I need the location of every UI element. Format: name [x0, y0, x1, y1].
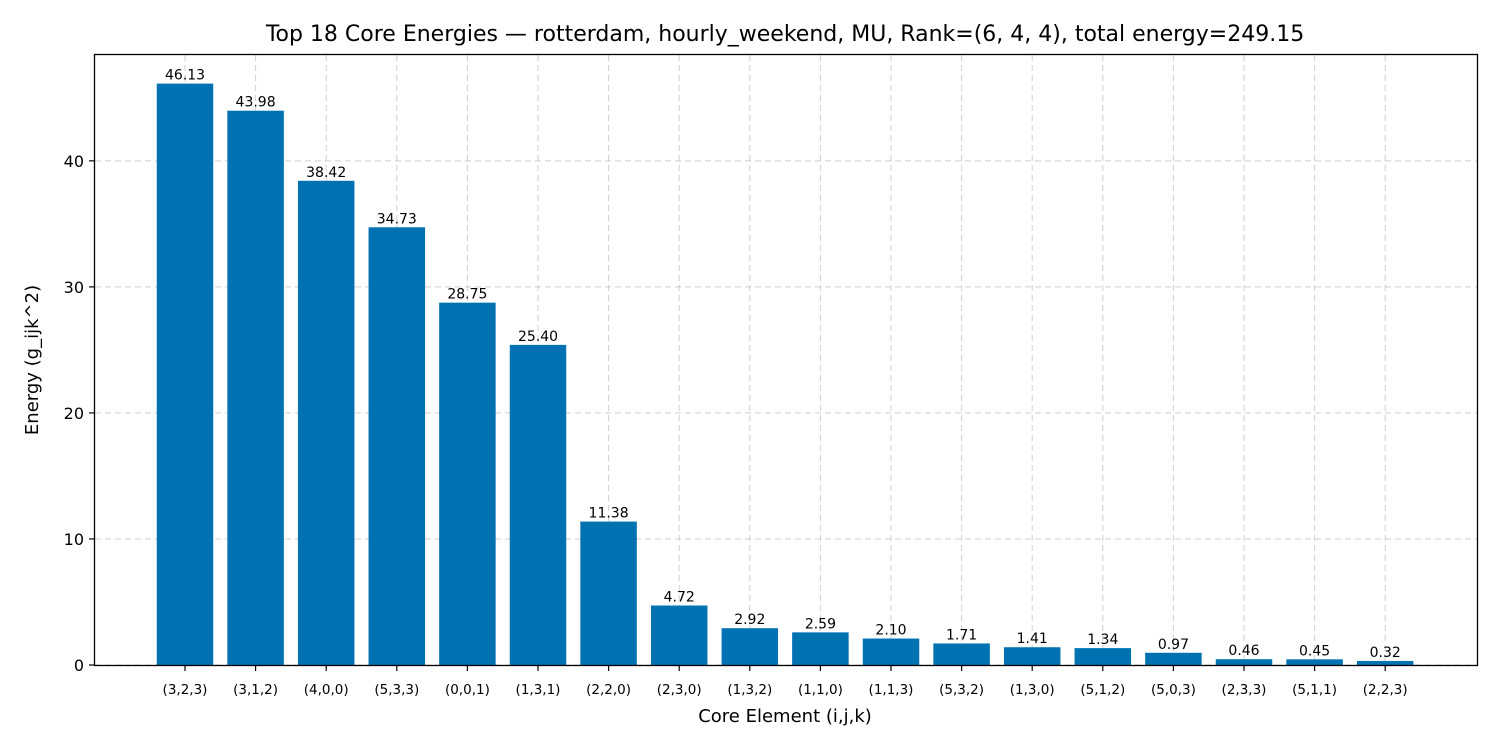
bar: [1074, 648, 1132, 665]
bar-value-label: 1.71: [946, 627, 977, 643]
x-tick-label: (1,1,3): [869, 682, 914, 698]
bar-value-label: 2.92: [734, 612, 765, 628]
bar-value-label: 4.72: [664, 590, 695, 606]
x-tick-label: (1,1,0): [798, 682, 843, 698]
x-axis-label: Core Element (i,j,k): [698, 706, 872, 727]
x-tick-label: (3,2,3): [163, 682, 208, 698]
x-tick-label: (1,3,0): [1010, 682, 1055, 698]
x-tick-label: (1,3,1): [516, 682, 561, 698]
bar-value-label: 2.10: [875, 623, 906, 639]
bar-value-label: 1.34: [1087, 632, 1118, 648]
bar-value-label: 25.40: [518, 329, 558, 345]
bar-value-label: 0.45: [1299, 643, 1330, 659]
bar-value-label: 38.42: [306, 165, 346, 181]
bar: [439, 302, 496, 665]
x-tick-label: (2,2,0): [586, 682, 631, 698]
x-tick-label: (5,1,1): [1292, 682, 1337, 698]
chart-title: Top 18 Core Energies — rotterdam, hourly…: [265, 22, 1304, 47]
bar-value-label: 0.46: [1228, 643, 1259, 659]
bar-value-label: 0.97: [1158, 637, 1189, 653]
bar-value-label: 34.73: [377, 211, 417, 227]
bar: [1003, 647, 1061, 665]
bar-value-label: 0.32: [1370, 645, 1401, 661]
x-axis-ticks: (3,2,3) (3,1,2) (4,0,0) (5,3,3) (0,0,1) (1,3,…: [163, 665, 1408, 698]
bar-value-label: 11.38: [589, 506, 629, 522]
x-tick-label: (2,2,3): [1363, 682, 1408, 698]
y-tick-label: 0: [74, 656, 84, 675]
y-tick-label: 10: [64, 530, 84, 549]
bar: [156, 83, 214, 666]
bar-value-label: 28.75: [447, 287, 487, 303]
bars: [156, 83, 1414, 666]
bar: [1286, 659, 1343, 665]
bar: [509, 344, 567, 665]
bar: [721, 628, 779, 665]
bar: [227, 110, 284, 666]
x-tick-label: (5,3,3): [374, 682, 419, 698]
x-tick-label: (5,3,2): [939, 682, 984, 698]
bar: [297, 180, 355, 665]
bar: [933, 643, 990, 665]
y-tick-label: 40: [64, 152, 84, 171]
bar-value-label: 1.41: [1017, 631, 1048, 647]
x-tick-label: (4,0,0): [304, 682, 349, 698]
bar-value-labels: 46.13 43.98 38.42 34.73 28.75 25.40 11.38 4.72 2…: [165, 68, 1401, 661]
y-axis-label: Energy (g_ijk^2): [22, 285, 43, 435]
x-tick-label: (0,0,1): [445, 682, 490, 698]
bar: [650, 605, 708, 665]
bar: [1356, 660, 1414, 665]
bar: [1145, 652, 1202, 665]
bar: [1215, 659, 1273, 665]
plot-frame: [93, 53, 1479, 667]
x-tick-label: (1,3,2): [727, 682, 772, 698]
y-axis-ticks: 0 10 20 30 40: [64, 152, 95, 675]
bar: [792, 632, 849, 665]
bar-value-label: 46.13: [165, 68, 205, 84]
x-tick-label: (2,3,3): [1222, 682, 1267, 698]
y-tick-label: 30: [64, 278, 84, 297]
bar-value-label: 43.98: [236, 95, 276, 111]
bar: [368, 227, 426, 666]
x-tick-label: (5,1,2): [1080, 682, 1125, 698]
bar: [862, 638, 920, 665]
y-tick-label: 20: [64, 404, 84, 423]
x-tick-label: (3,1,2): [233, 682, 278, 698]
x-tick-label: (2,3,0): [657, 682, 702, 698]
bar-value-label: 2.59: [805, 616, 836, 632]
x-tick-label: (5,0,3): [1151, 682, 1196, 698]
bar: [580, 521, 637, 665]
